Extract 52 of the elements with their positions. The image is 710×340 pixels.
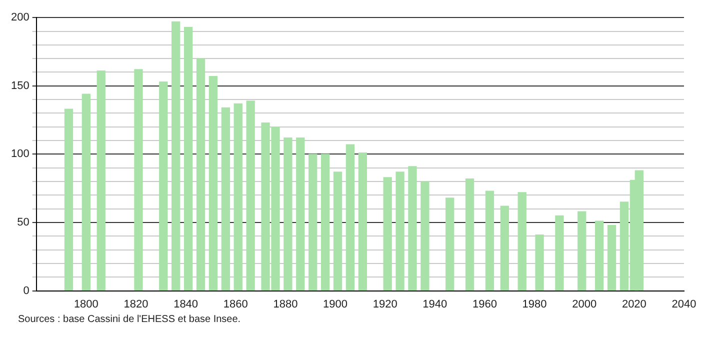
bar — [159, 81, 168, 291]
x-tick-label: 2000 — [572, 298, 597, 310]
bar — [396, 172, 404, 291]
bar — [535, 234, 544, 291]
x-tick-label: 2040 — [672, 298, 696, 310]
bar — [594, 220, 604, 291]
x-tick-label: 1860 — [223, 298, 248, 310]
bar — [184, 26, 193, 291]
bar — [221, 107, 230, 291]
x-tick-label: 1840 — [174, 298, 198, 310]
bar — [134, 69, 143, 291]
bar — [420, 181, 430, 291]
x-tick-label: 1980 — [522, 298, 547, 310]
x-tick-label: 1960 — [472, 298, 497, 310]
bar — [465, 178, 474, 291]
bar — [383, 177, 392, 291]
bar — [208, 76, 218, 291]
bar — [234, 103, 242, 291]
bar — [578, 211, 586, 291]
source-note: Sources : base Cassini de l'EHESS et base Insee. — [18, 314, 242, 325]
bar — [246, 100, 255, 291]
y-tick-label: 100 — [10, 148, 30, 160]
bar — [518, 192, 526, 291]
x-tick-label: 1800 — [74, 298, 98, 310]
y-tick-label: 50 — [17, 216, 30, 229]
bar — [196, 58, 206, 291]
bar — [485, 190, 494, 291]
bar — [446, 198, 454, 291]
bar — [82, 94, 90, 291]
bar — [408, 166, 417, 291]
bar — [358, 152, 367, 291]
bar — [296, 137, 305, 291]
x-tick-label: 1920 — [372, 298, 398, 310]
x-tick-label: 1820 — [124, 298, 148, 310]
bar — [607, 224, 616, 291]
bar — [172, 21, 180, 291]
bar — [64, 108, 74, 291]
bar — [500, 206, 509, 291]
bar — [555, 215, 564, 291]
x-tick-label: 1900 — [323, 298, 348, 310]
bar — [320, 154, 330, 291]
bar — [96, 70, 106, 291]
y-tick-label: 150 — [10, 80, 30, 92]
bar — [284, 137, 292, 291]
x-tick-label: 1940 — [422, 298, 448, 310]
y-tick-label: 200 — [10, 12, 30, 24]
bar — [308, 154, 318, 291]
y-tick-label: 0 — [23, 284, 30, 297]
bar — [333, 172, 342, 291]
x-tick-label: 2020 — [622, 298, 646, 310]
x-tick-label: 1880 — [273, 298, 298, 310]
bar — [346, 144, 355, 291]
